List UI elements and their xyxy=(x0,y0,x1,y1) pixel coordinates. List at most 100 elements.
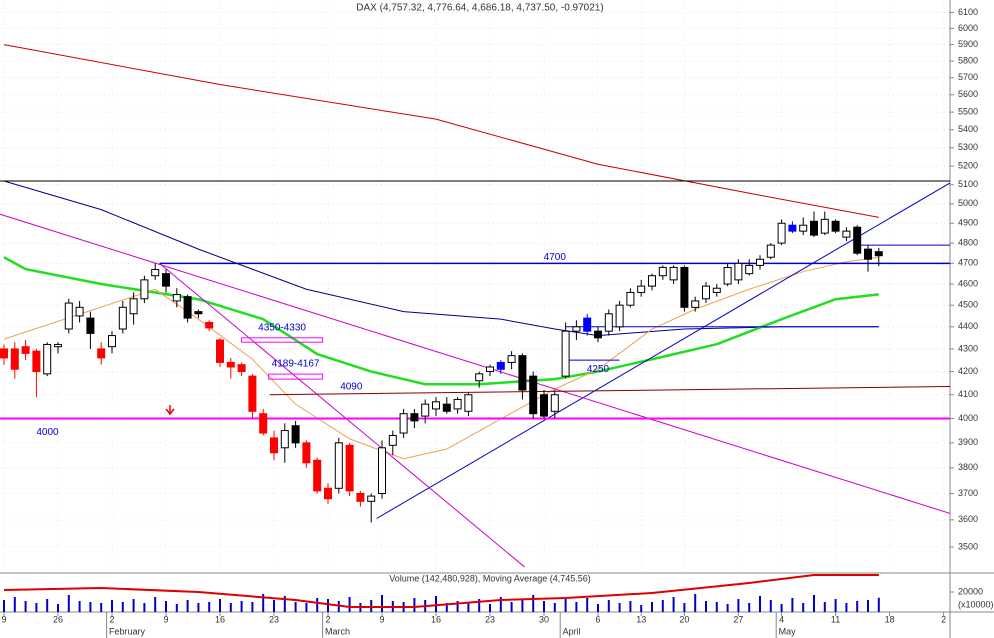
candle-body xyxy=(378,447,386,494)
x-tick-label: 30 xyxy=(539,614,549,624)
candle-body xyxy=(734,262,743,281)
y-tick-label: 5500 xyxy=(958,107,978,117)
candle-body xyxy=(550,394,559,412)
candle-body xyxy=(0,348,8,359)
volume-bar xyxy=(575,602,578,612)
candle-body xyxy=(388,434,397,446)
volume-bar xyxy=(121,602,124,612)
volume-bar xyxy=(705,601,707,612)
volume-bar xyxy=(694,594,697,612)
volume-bar xyxy=(327,599,329,612)
candle-body xyxy=(453,398,462,410)
candle-body xyxy=(842,230,851,238)
candle-body xyxy=(140,279,149,300)
volume-bar xyxy=(219,599,221,612)
candle-body xyxy=(572,326,581,332)
candle-body xyxy=(75,306,84,317)
volume-bar xyxy=(445,603,448,612)
volume-bar xyxy=(651,602,653,612)
x-tick-label: 9 xyxy=(379,614,384,624)
y-tick-label: 3700 xyxy=(958,488,978,498)
chart-title: DAX (4,757.32, 4,776.64, 4,686.18, 4,737… xyxy=(356,3,603,14)
volume-bar xyxy=(748,603,751,612)
volume-bar xyxy=(57,604,59,612)
candle-body xyxy=(32,350,41,373)
x-tick-label: 9 xyxy=(1,614,6,624)
level-label: 4000 xyxy=(36,427,59,438)
x-tick-label: 18 xyxy=(885,614,895,624)
candle-body xyxy=(853,226,862,254)
arrow-marker xyxy=(165,405,175,416)
overlay-line xyxy=(159,262,525,568)
candle-body xyxy=(313,459,322,492)
volume-bar xyxy=(813,595,815,612)
candle-body xyxy=(583,317,592,332)
candle-body xyxy=(356,492,365,502)
volume-bar xyxy=(499,597,502,612)
x-tick-label: 2 xyxy=(325,614,330,624)
volume-bar xyxy=(186,600,189,612)
candle-body xyxy=(831,220,840,232)
volume-bar xyxy=(143,603,146,612)
volume-bar xyxy=(467,602,470,612)
volume-bar xyxy=(175,604,178,612)
volume-unit: (x10000) xyxy=(958,599,994,609)
volume-bar xyxy=(802,603,805,612)
candle-body xyxy=(291,425,300,444)
volume-bar xyxy=(834,599,837,612)
candle-body xyxy=(280,430,289,449)
volume-bar xyxy=(413,598,416,612)
y-tick-label: 5100 xyxy=(958,179,978,189)
volume-bar xyxy=(823,602,826,612)
volume-bar xyxy=(294,602,297,612)
y-tick-label: 4100 xyxy=(958,389,978,399)
candle-body xyxy=(464,394,473,412)
volume-bar xyxy=(229,603,232,612)
candle-body xyxy=(10,348,19,370)
month-label: February xyxy=(109,626,146,636)
volume-bar xyxy=(78,601,81,612)
y-tick-label: 5900 xyxy=(958,39,978,49)
volume-bar xyxy=(273,600,275,612)
candle-body xyxy=(432,401,440,410)
y-tick-label: 4500 xyxy=(958,300,978,310)
volume-bar xyxy=(435,596,437,612)
volume-bar xyxy=(348,597,351,612)
volume-bar xyxy=(737,599,740,612)
x-tick-label: 13 xyxy=(636,614,646,624)
x-tick-label: 11 xyxy=(831,614,840,624)
y-tick-label: 3600 xyxy=(958,514,978,524)
candle-body xyxy=(205,321,214,329)
volume-bar xyxy=(791,598,794,612)
volume-title: Volume (142,480,928), Moving Average (4,… xyxy=(389,573,590,583)
y-tick-label: 20000 xyxy=(958,586,983,596)
candle-body xyxy=(820,218,829,234)
volume-bar xyxy=(672,597,675,612)
level-label: 4700 xyxy=(544,252,567,263)
y-tick-label: 4000 xyxy=(958,413,978,423)
y-tick-label: 4700 xyxy=(958,258,978,268)
y-tick-label: 5200 xyxy=(958,160,978,170)
candle-body xyxy=(810,220,818,236)
candle-body xyxy=(864,248,872,260)
candle-body xyxy=(486,366,494,373)
volume-bar xyxy=(618,603,621,612)
candle-body xyxy=(334,442,343,489)
y-tick-label: 4400 xyxy=(958,321,978,331)
volume-bar xyxy=(305,603,308,612)
candle-body xyxy=(540,394,548,417)
candle-body xyxy=(799,224,808,232)
candle-body xyxy=(183,296,192,319)
volume-bar xyxy=(629,601,632,612)
candle-body xyxy=(410,413,419,422)
candle-body xyxy=(259,413,268,434)
candle-body xyxy=(712,287,721,293)
volume-bar xyxy=(24,601,27,612)
overlay-line xyxy=(3,180,879,337)
candle-body xyxy=(237,364,246,373)
level-label: 4250 xyxy=(587,364,610,375)
y-tick-label: 3500 xyxy=(958,541,978,551)
candle-body xyxy=(399,413,408,434)
volume-bar xyxy=(251,602,254,612)
